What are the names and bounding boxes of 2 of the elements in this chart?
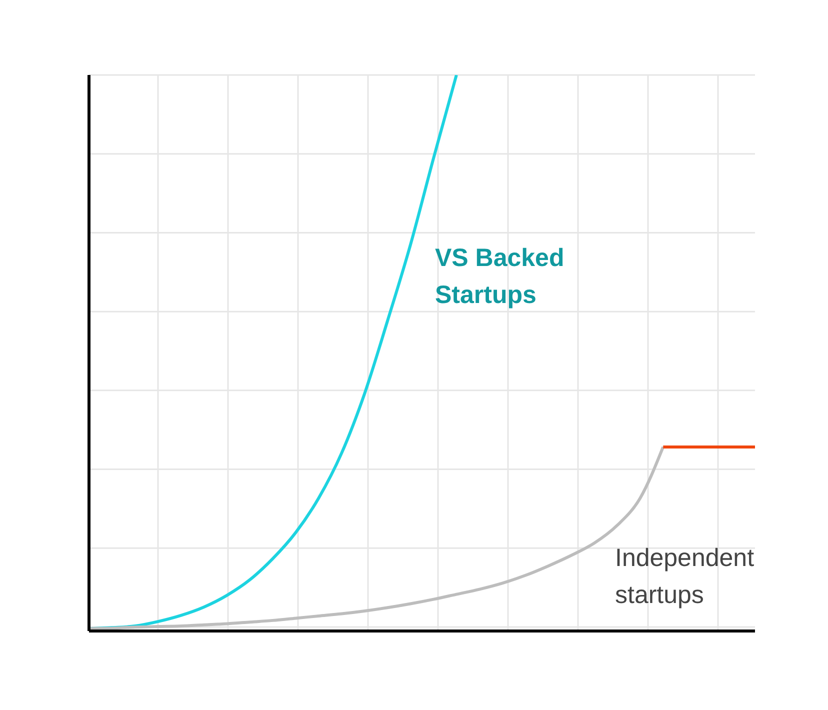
series-label: VS Backed Startups (435, 243, 566, 311)
series-label: Independent startups (615, 543, 756, 611)
